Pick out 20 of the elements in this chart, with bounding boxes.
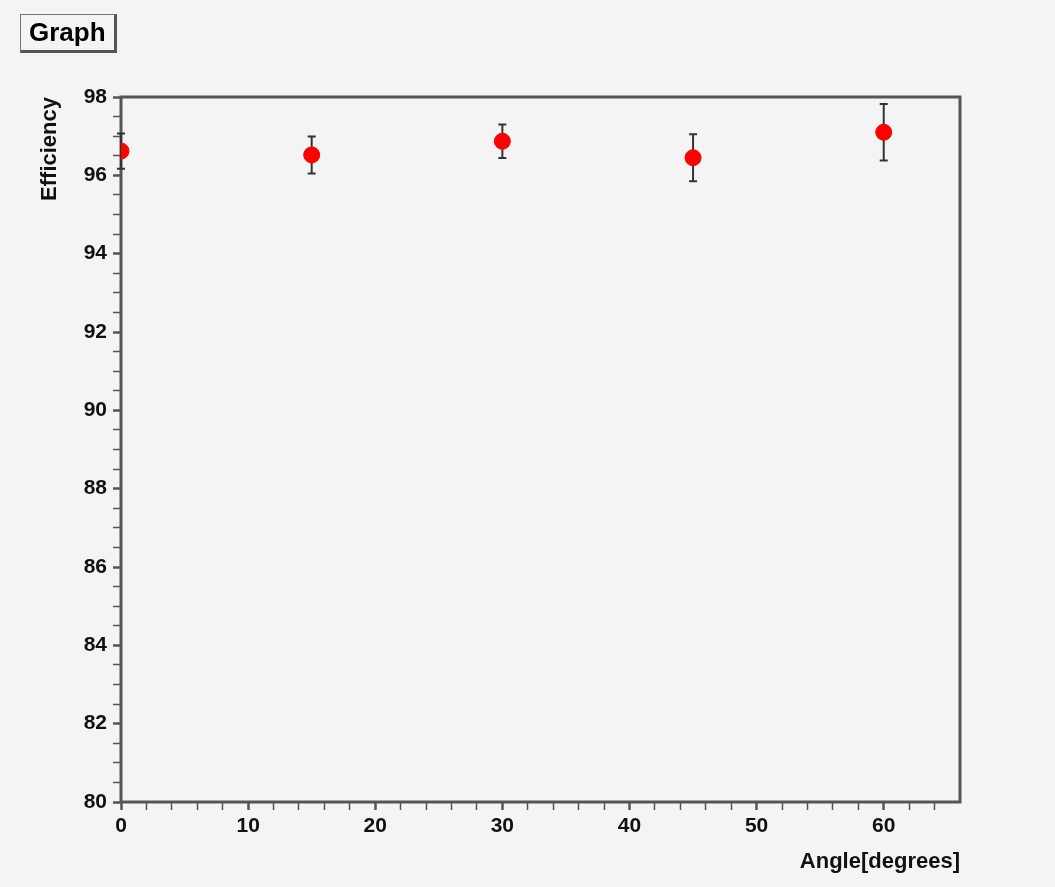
x-tick-label: 50 [744,813,769,837]
y-tick-label: 96 [83,162,107,186]
x-tick-label: 40 [617,813,642,837]
chart-title: Graph [20,14,117,53]
y-tick-label: 94 [83,240,108,264]
y-tick-label: 82 [83,710,107,734]
y-tick-label: 98 [83,83,108,107]
x-tick-label: 60 [872,813,896,837]
x-tick-label: 10 [236,813,260,837]
y-axis-title: Efficiency [36,96,61,201]
y-tick-label: 88 [83,475,108,499]
y-tick-label: 86 [83,553,107,577]
y-tick-label: 80 [83,788,107,812]
x-tick-label: 30 [490,813,515,837]
x-tick-label: 20 [363,813,387,837]
x-axis-title: Angle[degrees] [799,848,960,873]
x-tick-label: 0 [115,813,127,837]
y-tick-label: 92 [83,318,107,342]
y-tick-label: 84 [83,632,108,656]
y-tick-label: 90 [83,397,107,421]
